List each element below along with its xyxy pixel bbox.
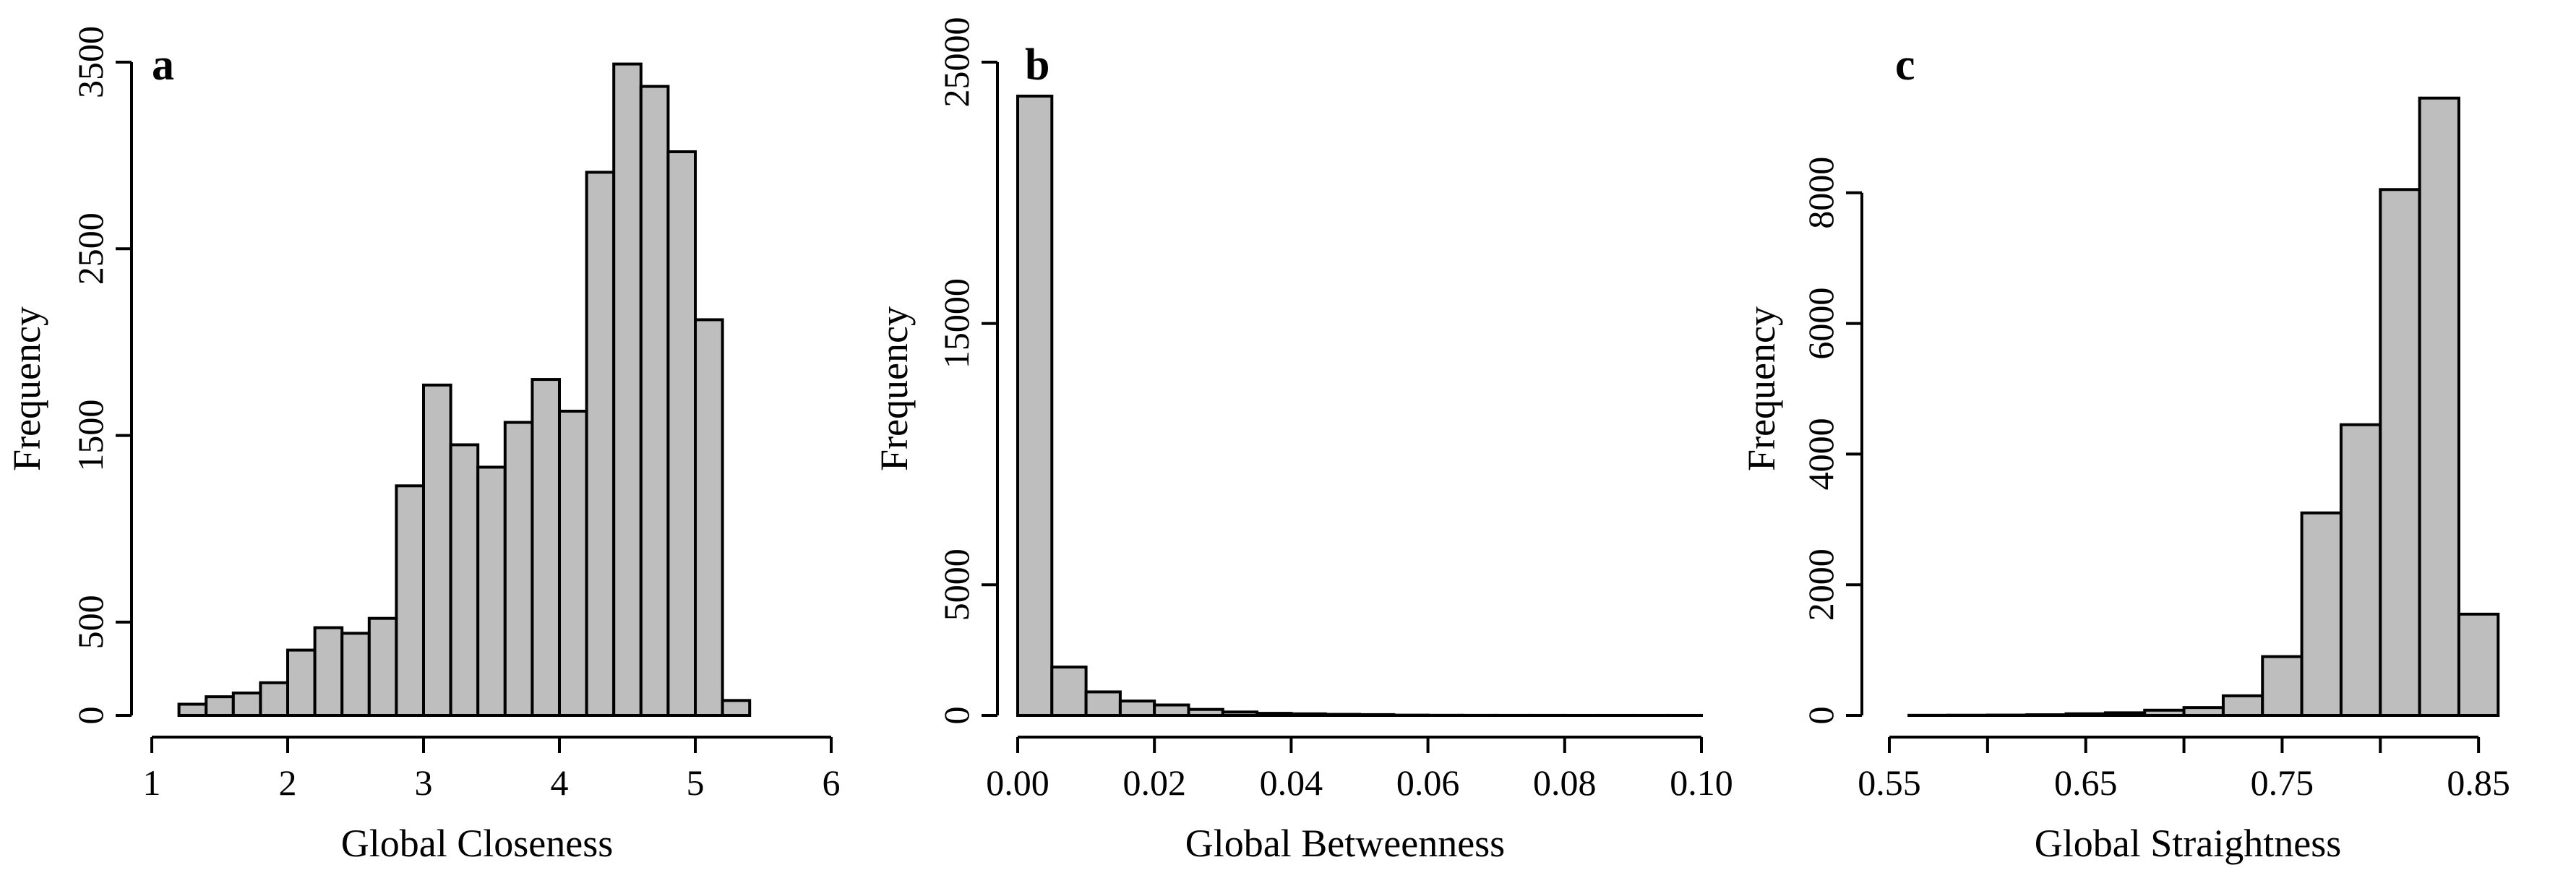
histogram-bar — [2064, 712, 2107, 717]
x-tick-label: 0.55 — [1858, 762, 1921, 803]
x-tick-label: 0.10 — [1670, 762, 1733, 803]
y-tick-label: 0 — [936, 707, 976, 725]
histogram-bar — [1118, 700, 1156, 717]
y-tick-label: 15000 — [936, 278, 976, 369]
y-tick-label: 3500 — [70, 26, 111, 98]
panel-c: 0.55 0.65 0.75 0.85 0 2000 4000 6000 8000 Global … — [1740, 40, 2510, 865]
y-tick-label: 4000 — [1800, 418, 1841, 490]
y-tick-label: 1500 — [70, 400, 111, 472]
histogram-bar — [2143, 708, 2186, 718]
histogram-bar — [1255, 712, 1293, 717]
y-tick-label: 25000 — [936, 17, 976, 108]
histogram-bar — [503, 421, 534, 718]
y-tick-label: 500 — [70, 595, 111, 649]
histogram-bar — [1084, 690, 1122, 717]
y-axis-title: Frequency — [872, 306, 916, 471]
x-tick-label: 0.65 — [2054, 762, 2118, 803]
histogram-bar — [721, 699, 752, 718]
histogram-bar — [367, 616, 398, 717]
x-tick-label: 0.02 — [1122, 762, 1186, 803]
histogram-bar — [2457, 612, 2500, 717]
histogram-bar — [1016, 95, 1054, 717]
histogram-bar — [639, 85, 670, 717]
x-tick-label: 0.08 — [1533, 762, 1597, 803]
histogram-bar — [231, 692, 262, 718]
x-tick-label: 3 — [415, 762, 433, 803]
y-tick-label: 0 — [1800, 707, 1841, 725]
panel-label: c — [1895, 40, 1915, 90]
y-tick-label: 8000 — [1800, 157, 1841, 229]
x-tick-label: 1 — [143, 762, 161, 803]
histogram-bar — [340, 632, 371, 718]
x-axis-title: Global Betweenness — [1185, 822, 1505, 865]
x-tick-label: 2 — [279, 762, 297, 803]
y-tick-label: 2500 — [70, 212, 111, 285]
panel-a: 1 2 3 4 5 6 0 500 1500 2500 3500 Global Closeness Fr… — [5, 26, 841, 865]
histogram-bar — [558, 409, 588, 717]
y-tick-label: 2000 — [1800, 548, 1841, 621]
panel-label: b — [1025, 40, 1049, 90]
histogram-bar — [1289, 712, 1327, 717]
x-tick-label: 0.06 — [1396, 762, 1460, 803]
histogram-bar — [449, 443, 480, 717]
histogram-bar — [313, 626, 344, 717]
y-axis-title: Frequency — [5, 306, 48, 471]
histogram-bar — [205, 695, 235, 718]
x-axis-title: Global Closeness — [341, 822, 613, 865]
histogram-bar — [1050, 666, 1088, 717]
x-axis-title: Global Straightness — [2035, 822, 2341, 865]
histogram-bar — [2261, 655, 2304, 718]
panel-label: a — [152, 40, 174, 90]
histogram-bar — [2379, 188, 2421, 717]
histogram-bar — [2339, 423, 2382, 717]
histogram-bar — [286, 648, 317, 717]
y-axis-title: Frequency — [1740, 306, 1783, 471]
histogram-bar — [177, 702, 208, 718]
y-tick-label: 5000 — [936, 548, 976, 621]
x-tick-label: 0.85 — [2447, 762, 2510, 803]
histogram-bar — [2103, 711, 2147, 717]
histogram-bar — [694, 318, 724, 718]
histogram-bar — [2221, 694, 2264, 718]
histogram-bar — [2300, 511, 2343, 717]
x-tick-label: 5 — [687, 762, 705, 803]
histogram-bar — [1153, 703, 1190, 718]
histogram-bar — [2418, 96, 2460, 718]
histogram-bar — [666, 150, 697, 717]
y-tick-label: 0 — [70, 707, 111, 725]
x-tick-label: 6 — [823, 762, 841, 803]
histogram-bar — [585, 171, 616, 718]
histogram-bar — [2182, 706, 2225, 717]
histogram-bar — [476, 465, 507, 717]
panel-b: 0.00 0.02 0.04 0.06 0.08 0.10 0 5000 15000 25000 G… — [872, 17, 1733, 866]
histogram-bar — [612, 62, 643, 717]
x-tick-label: 0.75 — [2251, 762, 2314, 803]
x-tick-label: 0.04 — [1260, 762, 1323, 803]
histogram-bar — [1221, 710, 1259, 717]
histogram-bar — [422, 383, 452, 717]
y-tick-label: 6000 — [1800, 288, 1841, 360]
histogram-bar — [531, 378, 562, 717]
histogram-bar — [395, 484, 426, 718]
x-tick-label: 4 — [551, 762, 569, 803]
x-tick-label: 0.00 — [986, 762, 1049, 803]
histogram-bar — [259, 681, 289, 717]
histogram-bar — [1187, 707, 1224, 718]
